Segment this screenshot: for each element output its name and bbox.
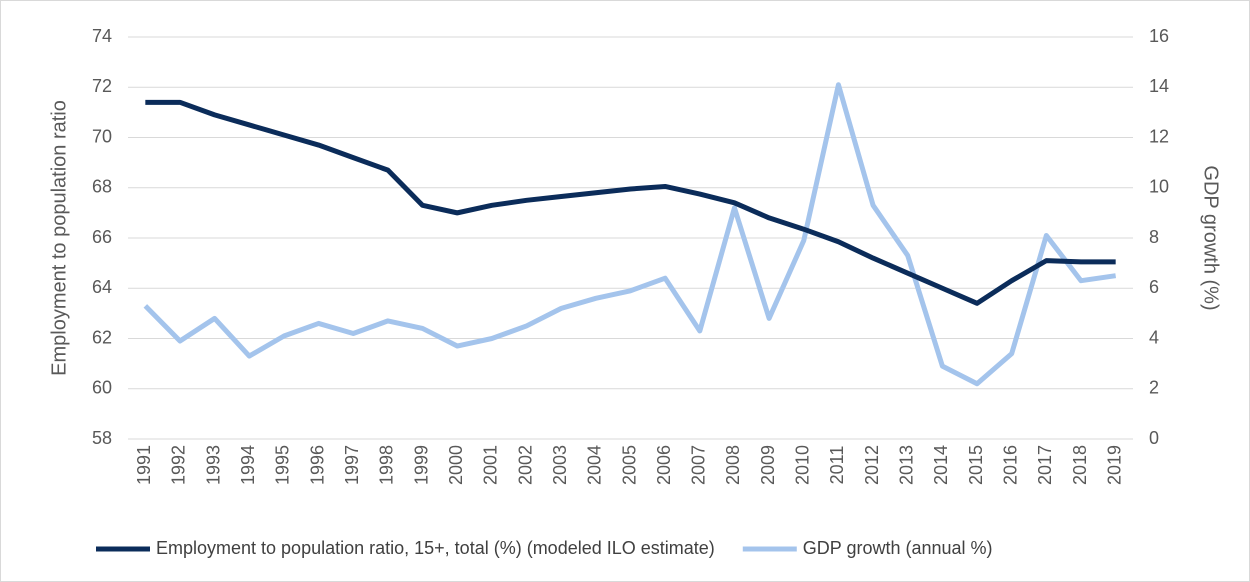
data-line (143, 82, 1117, 387)
x-tick-label: 2015 (966, 445, 986, 485)
y-tick-label: 64 (92, 277, 112, 297)
x-tick-label: 2009 (758, 445, 778, 485)
y-tick-label: 74 (92, 26, 112, 46)
y-axis-title: Employment to population ratio (48, 100, 70, 376)
y2-tick-label: 8 (1149, 227, 1159, 247)
legend-text: Employment to population ratio, 15+, tot… (156, 538, 715, 558)
y2-tick-label: 2 (1149, 378, 1159, 398)
y2-tick-label: 16 (1149, 26, 1169, 46)
y2-tick-label: 6 (1149, 277, 1159, 297)
x-tick-label: 1994 (238, 445, 258, 485)
y2-tick-label: 12 (1149, 126, 1169, 146)
y-tick-label: 72 (92, 76, 112, 96)
x-tick-label: 2006 (654, 445, 674, 485)
x-tick-label: 1995 (273, 445, 293, 485)
x-tick-label: 1997 (342, 445, 362, 485)
y-tick-label: 62 (92, 327, 112, 347)
y-tick-label: 58 (92, 428, 112, 448)
y2-axis-title: GDP growth (%) (1200, 165, 1222, 310)
x-tick-label: 2018 (1070, 445, 1090, 485)
x-tick-label: 1992 (169, 445, 189, 485)
x-tick-label: 1999 (411, 445, 431, 485)
y2-tick-label: 10 (1149, 177, 1169, 197)
x-tick-label: 2000 (446, 445, 466, 485)
x-tick-label: 2003 (550, 445, 570, 485)
x-tick-label: 2017 (1035, 445, 1055, 485)
x-tick-label: 2002 (515, 445, 535, 485)
x-tick-label: 2014 (931, 445, 951, 485)
x-tick-label: 2010 (793, 445, 813, 485)
y-tick-label: 68 (92, 177, 112, 197)
x-tick-label: 2005 (619, 445, 639, 485)
y2-tick-label: 0 (1149, 428, 1159, 448)
x-tick-label: 1993 (203, 445, 223, 485)
x-tick-label: 2013 (896, 445, 916, 485)
x-tick-label: 1996 (307, 445, 327, 485)
data-line (145, 99, 1116, 306)
x-tick-label: 2012 (862, 445, 882, 485)
x-tick-label: 2011 (827, 446, 847, 485)
x-tick-label: 2004 (585, 445, 605, 485)
x-tick-label: 2019 (1104, 445, 1124, 485)
y2-tick-label: 14 (1149, 76, 1169, 96)
x-tick-label: 1991 (134, 445, 154, 485)
y-tick-label: 66 (92, 227, 112, 247)
x-tick-label: 2016 (1000, 445, 1020, 485)
x-tick-label: 1998 (377, 445, 397, 485)
y-tick-label: 60 (92, 378, 112, 398)
y2-tick-label: 4 (1149, 327, 1159, 347)
x-tick-label: 2008 (723, 445, 743, 485)
legend-text: GDP growth (annual %) (803, 538, 993, 558)
x-tick-label: 2007 (689, 445, 709, 485)
y-tick-label: 70 (92, 126, 112, 146)
x-tick-label: 2001 (481, 445, 501, 485)
